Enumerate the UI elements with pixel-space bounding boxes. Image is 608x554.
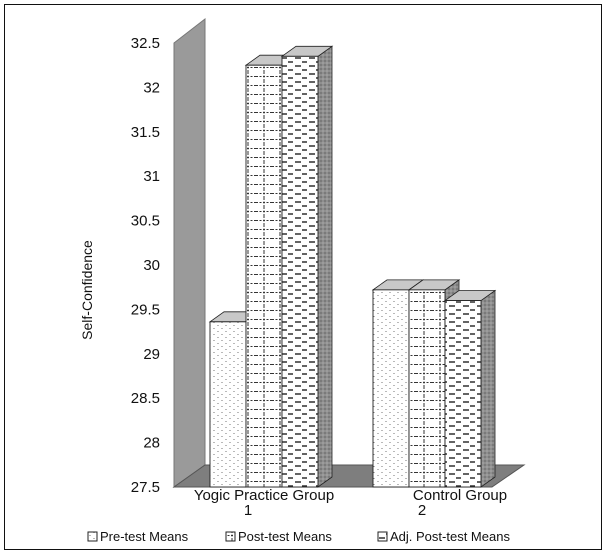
category-label: Control Group <box>413 487 507 504</box>
y-tick-label: 29.5 <box>131 301 160 318</box>
legend-label: Pre-test Means <box>100 529 189 544</box>
legend-swatch <box>225 531 236 542</box>
category-number: 2 <box>418 502 426 519</box>
y-tick-label: 28 <box>143 435 160 452</box>
y-tick-label: 32.5 <box>131 35 160 52</box>
legend-label: Post-test Means <box>238 529 332 544</box>
y-axis-label: Self-Confidence <box>79 240 95 340</box>
bars <box>208 45 497 488</box>
y-tick-label: 31.5 <box>131 124 160 141</box>
plot-back-wall <box>173 17 206 488</box>
bar-front-face <box>209 321 247 488</box>
y-axis-ticks: 27.5 28 28.5 29 29.5 30 30.5 31 31.5 32 32.5 <box>131 35 160 496</box>
legend-item: Adj. Post-test Means <box>377 529 510 544</box>
bar-front-face <box>372 289 410 488</box>
legend-item: Pre-test Means <box>87 529 189 544</box>
legend-label: Adj. Post-test Means <box>390 529 510 544</box>
y-tick-label: 28.5 <box>131 390 160 407</box>
bar-side-face <box>480 289 496 488</box>
category-label: Yogic Practice Group <box>194 487 334 504</box>
bar-front-face <box>444 300 482 488</box>
bar <box>280 45 334 488</box>
y-tick-label: 27.5 <box>131 479 160 496</box>
bar-front-face <box>408 289 446 488</box>
bar <box>443 289 497 488</box>
legend: Pre-test Means Post-test Means Adj. Post-t… <box>87 529 510 544</box>
legend-swatch <box>87 531 98 542</box>
bar-front-face <box>281 55 319 488</box>
y-tick-label: 30 <box>143 257 160 274</box>
back-wall-panel <box>173 17 206 488</box>
y-tick-label: 29 <box>143 346 160 363</box>
y-tick-label: 32 <box>143 79 160 96</box>
category-number: 1 <box>244 502 252 519</box>
legend-item: Post-test Means <box>225 529 332 544</box>
bar-side-face <box>317 45 333 488</box>
y-tick-label: 30.5 <box>131 213 160 230</box>
legend-swatch <box>377 531 388 542</box>
bar-front-face <box>245 64 283 488</box>
y-tick-label: 31 <box>143 168 160 185</box>
